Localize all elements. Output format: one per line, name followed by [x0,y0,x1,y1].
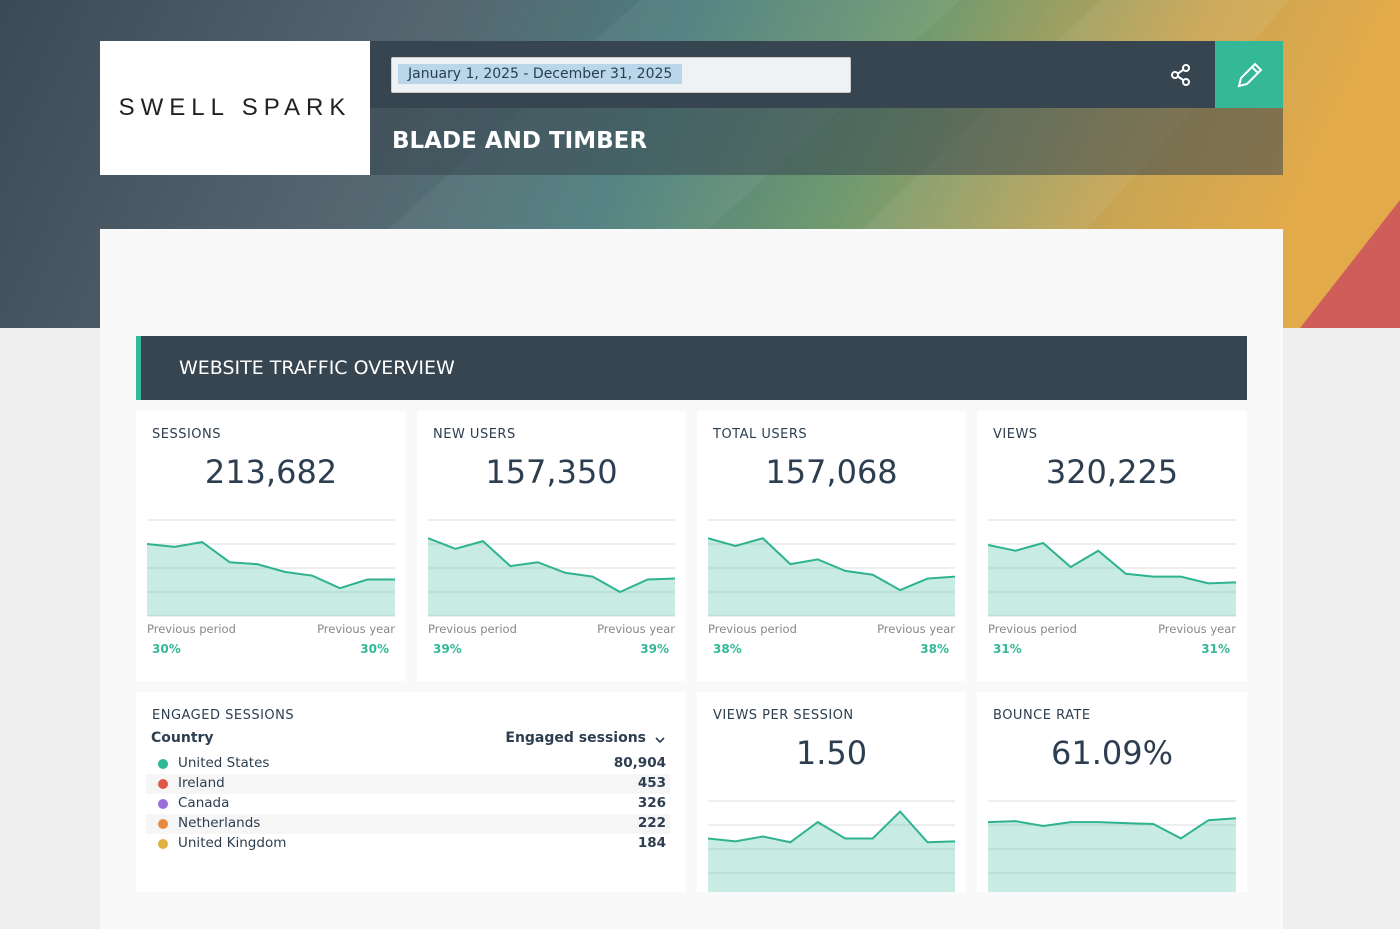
logo: SWELL SPARK [100,41,370,175]
kpi-value: 320,225 [1045,453,1179,491]
column-header: Country [151,730,214,746]
change-value: 31% [1201,642,1230,656]
change-value: 39% [433,642,462,656]
kpi-card: VIEWS 320,225 Previous period Previous year… [977,411,1247,681]
footer-label: Previous period [147,622,236,636]
sparkline-line [428,537,675,594]
sparkline-line [147,541,395,590]
dashboard: SWELL SPARK January 1, 2025 - December 3… [0,0,1400,892]
edit-icon [1237,62,1263,88]
sparkline-area [988,818,1236,892]
kpi-label: TOTAL USERS [713,427,808,442]
sessions-value: 222 [637,815,666,831]
report-title: BLADE AND TIMBER [370,108,1283,175]
legend-dot [158,779,168,789]
sparkline-area [708,538,955,616]
table-row: United States 80,904 [146,754,670,774]
kpi-value: 61.09% [1050,734,1173,772]
sparkline-area [147,542,395,616]
sparkline [708,519,955,617]
footer-label: Previous period [708,622,797,636]
change-value: 39% [640,642,669,656]
sparkline-line [708,537,955,592]
kpi-card: VIEWS PER SESSION 1.50 [697,692,966,892]
column-header[interactable]: Engaged sessions [505,730,646,746]
kpi-label: VIEWS [993,427,1038,442]
sparkline-area [708,811,955,892]
sparkline [708,800,955,892]
sparkline-area [988,543,1236,616]
toolbar: January 1, 2025 - December 31, 2025 [370,41,1215,108]
country: Netherlands [178,815,261,831]
table-row: Canada 326 [146,794,670,814]
sparkline [147,519,395,617]
sparkline [428,519,675,617]
kpi-label: NEW USERS [433,427,516,442]
sparkline-line [988,817,1236,840]
change-value: 38% [713,642,742,656]
sessions-value: 184 [637,835,666,851]
sparkline-area [428,538,675,616]
edit-button[interactable] [1215,41,1283,108]
change-value: 30% [360,642,389,656]
country: Canada [178,795,230,811]
country: United States [178,755,270,771]
sort-icon [655,737,665,744]
table-row: United Kingdom 184 [146,834,670,854]
sparkline [988,519,1236,617]
kpi-value: 157,350 [485,453,618,491]
header: SWELL SPARK January 1, 2025 - December 3… [100,41,1283,175]
kpi-label: SESSIONS [152,427,222,442]
chevron [655,737,665,744]
table-card: ENGAGED SESSIONS Country Engaged sessions U… [136,692,686,892]
kpi-card: NEW USERS 157,350 Previous period Previous … [417,411,686,681]
country: United Kingdom [178,835,287,851]
change-value: 38% [920,642,949,656]
sessions-value: 80,904 [613,755,666,771]
sessions-value: 453 [637,775,666,791]
kpi-value: 213,682 [204,453,338,491]
footer-label: Previous year [317,622,395,636]
change-value: 31% [993,642,1022,656]
date-range: January 1, 2025 - December 31, 2025 [398,64,683,84]
sessions-value: 326 [637,795,666,811]
legend-dot [158,799,168,809]
kpi-value: 1.50 [795,734,868,772]
table-row: Ireland 453 [146,774,670,794]
footer-label: Previous year [877,622,955,636]
kpi-label: VIEWS PER SESSION [713,708,854,723]
sparkline-line [708,810,955,844]
share-button[interactable] [1170,63,1194,87]
footer-label: Previous year [1158,622,1236,636]
table-label: ENGAGED SESSIONS [152,708,295,723]
footer-label: Previous period [428,622,517,636]
change-value: 30% [152,642,181,656]
date-picker[interactable]: January 1, 2025 - December 31, 2025 [391,57,851,93]
table-row: Netherlands 222 [146,814,670,834]
kpi-card: BOUNCE RATE 61.09% [977,692,1247,892]
kpi-card: SESSIONS 213,682 Previous period Previous y… [136,411,406,681]
footer-label: Previous year [597,622,675,636]
legend-dot [158,839,168,849]
section-header: WEBSITE TRAFFIC OVERVIEW [136,336,1247,400]
kpi-card: TOTAL USERS 157,068 Previous period Previou… [697,411,966,681]
sparkline [988,800,1236,892]
country: Ireland [178,775,225,791]
footer-label: Previous period [988,622,1077,636]
kpi-label: BOUNCE RATE [993,708,1091,723]
kpi-value: 157,068 [765,453,898,491]
sparkline-line [988,541,1236,585]
legend-dot [158,759,168,769]
legend-dot [158,819,168,829]
